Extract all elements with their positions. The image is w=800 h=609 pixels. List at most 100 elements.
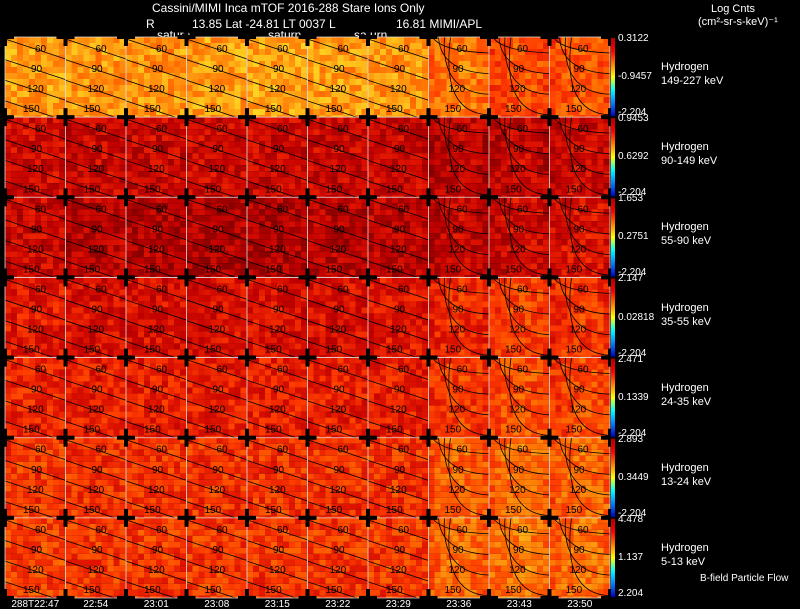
energy-range-label: 90-149 keV <box>661 155 718 168</box>
grid-cross <box>366 348 370 367</box>
contour-label: 150 <box>505 104 522 115</box>
contour-label: 60 <box>217 204 229 215</box>
grid-cross <box>547 348 552 367</box>
contour-label: 60 <box>457 44 469 55</box>
contour-label: 90 <box>213 304 225 315</box>
contour-label: 90 <box>92 144 104 155</box>
image-panel: 60 90 120 150 <box>307 517 369 603</box>
contour-label: 90 <box>31 64 43 75</box>
grid-cross <box>608 28 612 46</box>
image-panel: 60 90 120 150 <box>428 517 490 598</box>
grid-cross <box>245 268 249 287</box>
grid-cross <box>3 348 7 367</box>
grid-cross <box>426 28 431 46</box>
time-tick-label: 23:43 <box>507 599 532 609</box>
contour-label: 90 <box>453 64 465 75</box>
contour-label: 60 <box>96 445 108 456</box>
contour-label: 150 <box>205 184 222 195</box>
grid-cross <box>63 268 68 287</box>
energy-range-label: 35-55 keV <box>661 315 712 328</box>
contour-label: 150 <box>84 184 101 195</box>
contour-label: 90 <box>394 385 406 396</box>
contour-label: 60 <box>398 44 410 55</box>
contour-label: 90 <box>273 64 285 75</box>
contour-label: 90 <box>92 64 104 75</box>
color-bar <box>611 518 615 597</box>
grid-cross <box>366 589 370 607</box>
image-panel: 60 90 120 150 <box>125 437 187 522</box>
contour-label: 120 <box>148 485 165 496</box>
colorbar-mid-label: 0.1339 <box>618 391 649 403</box>
image-panel: 60 90 120 150 <box>246 37 308 122</box>
image-panel: 60 90 120 150 <box>428 197 490 278</box>
contour-label: 150 <box>326 184 343 195</box>
grid-cross <box>426 508 431 527</box>
time-tick-label: 23:50 <box>567 599 592 609</box>
contour-label: 120 <box>570 84 587 95</box>
colorbar-max-label: 2.471 <box>618 353 644 365</box>
image-panel: 60 90 120 150 <box>428 357 490 438</box>
grid-cross <box>305 28 310 46</box>
contour-label: 90 <box>334 64 346 75</box>
contour-label: 150 <box>445 505 462 516</box>
contour-label: 60 <box>398 284 410 295</box>
contour-label: 150 <box>326 585 343 596</box>
image-panel: 60 90 120 150 <box>549 36 611 118</box>
contour-label: 60 <box>277 204 289 215</box>
image-panel: 60 90 120 150 <box>4 277 66 362</box>
species-label: Hydrogen <box>661 61 709 74</box>
image-panel: 60 90 120 150 <box>125 197 187 282</box>
contour-label: 90 <box>513 64 525 75</box>
grid-cross <box>184 28 189 46</box>
contour-label: 60 <box>156 44 168 55</box>
plot-title: Cassini/MIMI Inca mTOF 2016-288 Stare Io… <box>152 1 425 15</box>
grid-cross <box>426 348 431 367</box>
image-panel: 60 90 120 150 <box>367 437 429 522</box>
contour-label: 120 <box>509 84 526 95</box>
contour-label: 90 <box>453 224 465 235</box>
image-panel: 60 90 120 150 <box>246 117 308 202</box>
image-panel: 60 90 120 150 <box>125 117 187 202</box>
grid-cross <box>305 348 310 367</box>
contour-label: 150 <box>265 184 282 195</box>
contour-label: 60 <box>517 365 529 376</box>
contour-label: 60 <box>217 44 229 55</box>
contour-label: 60 <box>217 445 229 456</box>
image-panel: 60 90 120 150 <box>186 117 248 202</box>
contour-label: 60 <box>457 204 469 215</box>
contour-label: 60 <box>35 525 47 536</box>
grid-cross <box>124 348 128 367</box>
contour-label: 150 <box>566 585 583 596</box>
contour-label: 150 <box>23 264 40 275</box>
contour-label: 120 <box>509 244 526 255</box>
energy-range-label: 55-90 keV <box>661 235 712 248</box>
contour-label: 60 <box>457 284 469 295</box>
colorbar-max-label: 2.893 <box>618 433 644 445</box>
grid-cross <box>608 348 612 367</box>
colorbar-mid-label: 0.2751 <box>618 231 649 243</box>
contour-label: 90 <box>513 144 525 155</box>
contour-label: 60 <box>217 124 229 135</box>
contour-label: 120 <box>570 325 587 336</box>
grid-cross <box>426 108 431 127</box>
contour-label: 120 <box>330 325 347 336</box>
grid-cross <box>366 508 370 527</box>
contour-label: 60 <box>517 204 529 215</box>
grid-cross <box>487 508 491 527</box>
image-panel: 60 90 120 150 <box>367 117 429 202</box>
energy-range-label: 149-227 keV <box>661 75 724 88</box>
contour-label: 120 <box>509 164 526 175</box>
contour-label: 150 <box>23 184 40 195</box>
contour-label: 90 <box>31 224 43 235</box>
contour-label: 150 <box>566 264 583 275</box>
contour-label: 90 <box>394 144 406 155</box>
colorbar-mid-label: 0.6292 <box>618 151 649 163</box>
contour-label: 60 <box>96 44 108 55</box>
colorbar-max-label: 0.9453 <box>618 113 649 125</box>
contour-label: 90 <box>31 304 43 315</box>
contour-label: 60 <box>96 365 108 376</box>
image-panel: 60 90 120 150 <box>549 197 611 278</box>
grid-cross <box>124 268 128 287</box>
image-panel: 60 90 120 150 <box>4 357 66 442</box>
grid-cross <box>63 28 68 46</box>
